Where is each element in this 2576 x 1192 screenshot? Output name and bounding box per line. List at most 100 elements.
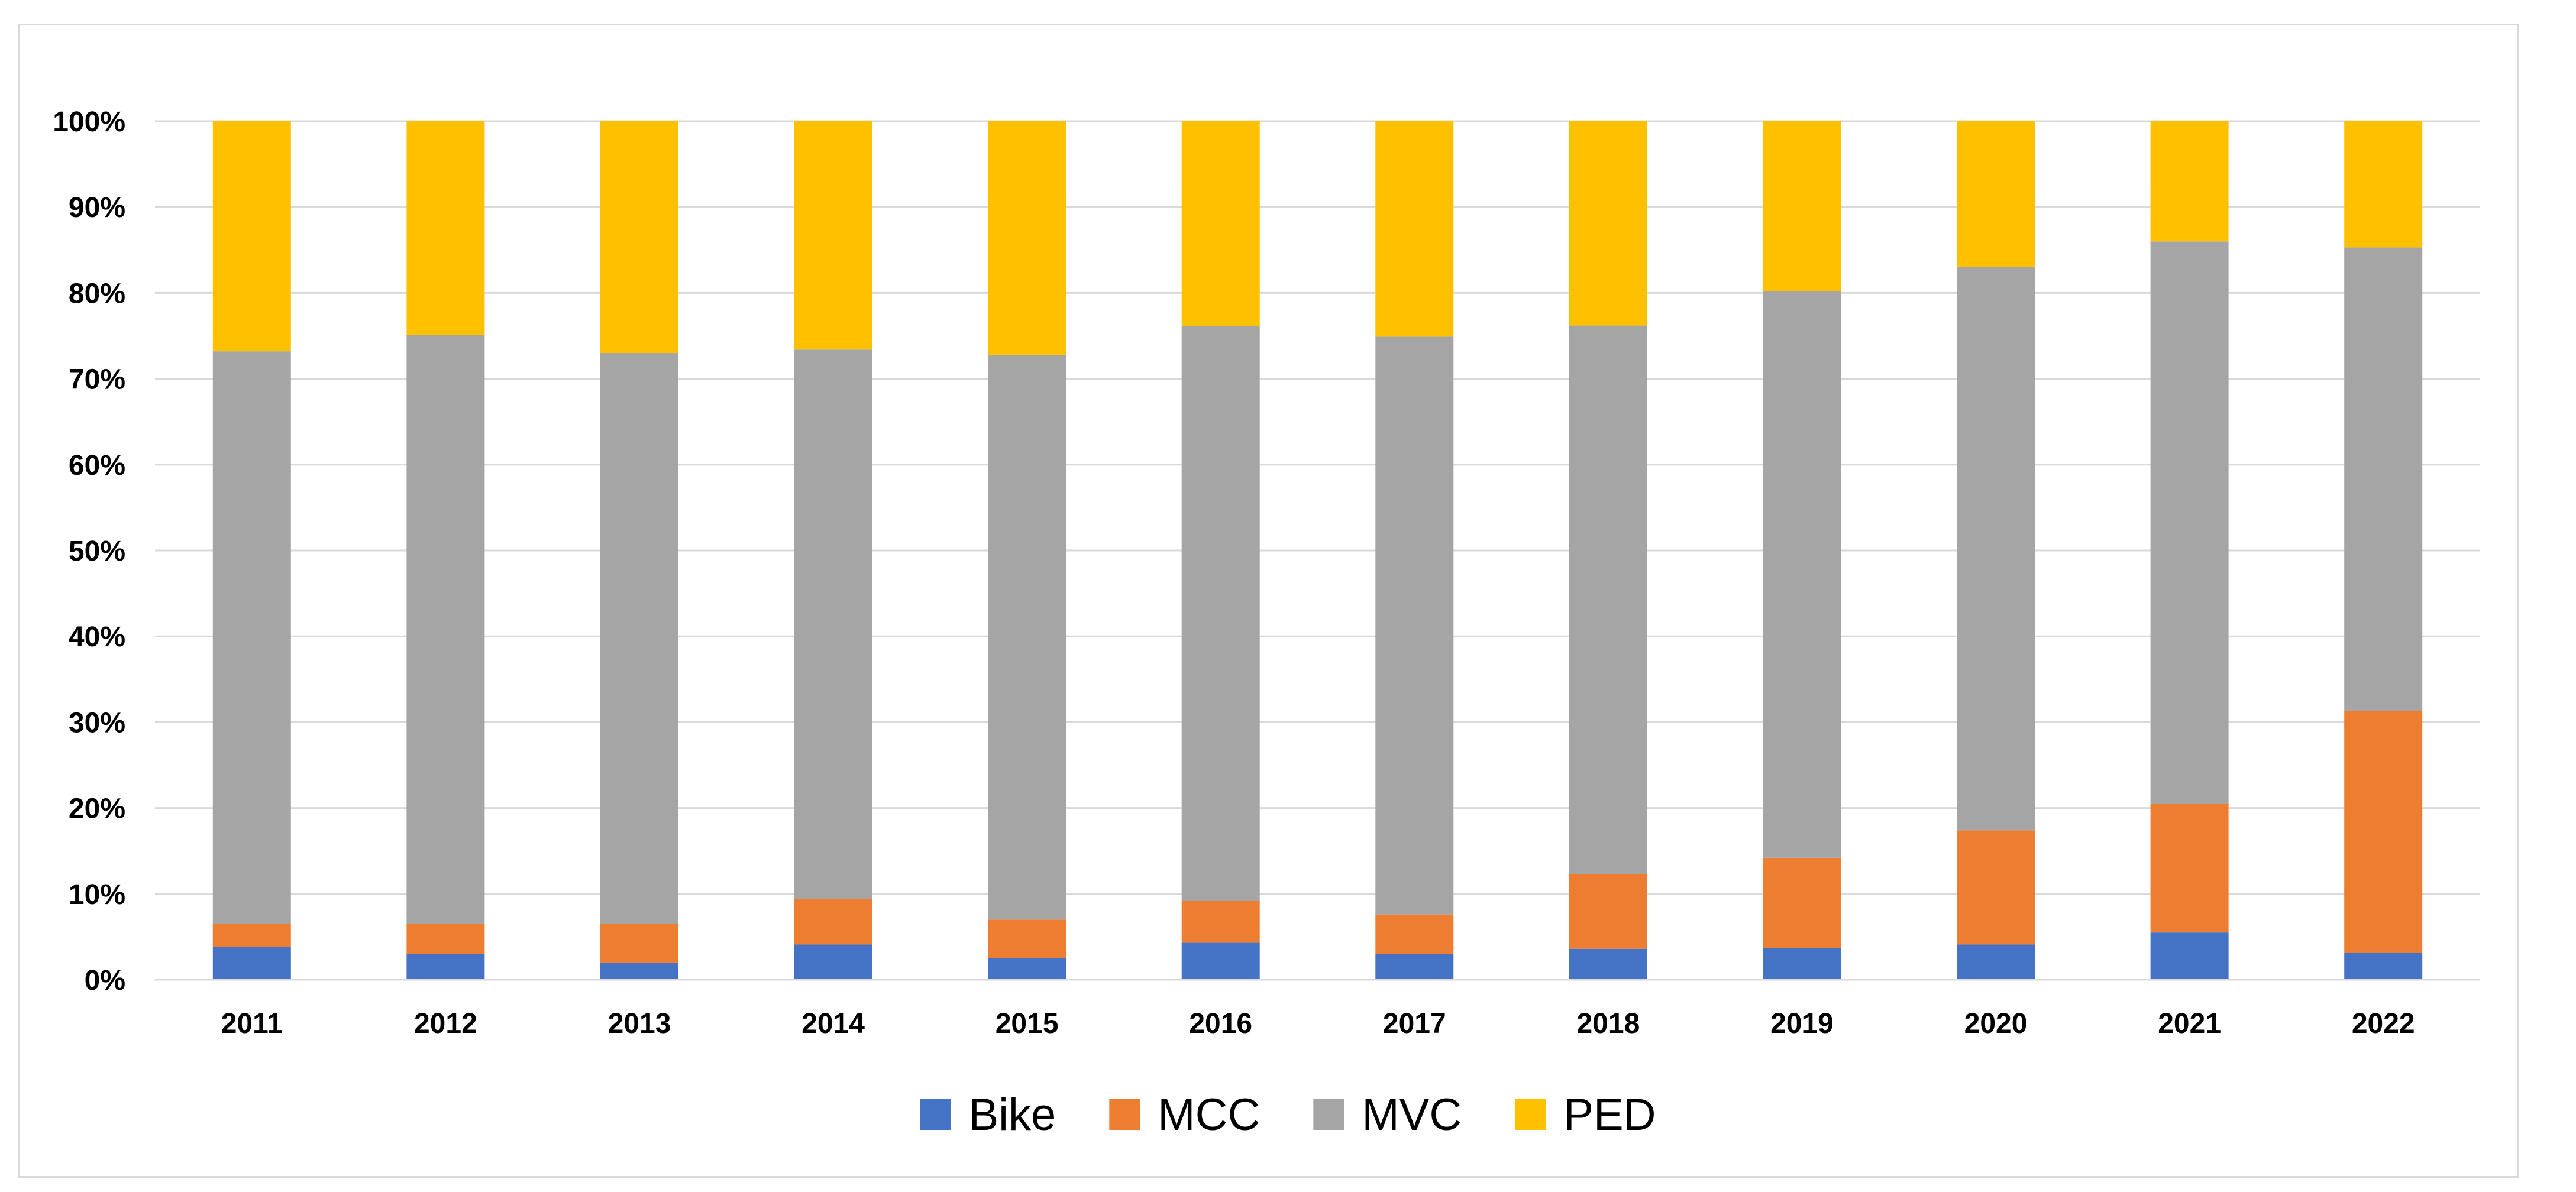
bar-mvc-2011 bbox=[212, 351, 291, 924]
bar-ped-2020 bbox=[1957, 121, 2035, 267]
bar-bike-2019 bbox=[1763, 948, 1841, 980]
bar-mcc-2019 bbox=[1763, 857, 1841, 948]
y-tick-label: 30% bbox=[69, 707, 125, 738]
y-tick-label: 50% bbox=[69, 536, 125, 567]
bar-ped-2013 bbox=[600, 121, 678, 354]
bar-stack-2014 bbox=[794, 121, 872, 980]
bar-mcc-2018 bbox=[1569, 874, 1647, 949]
legend-item-mcc: MCC bbox=[1109, 1090, 1260, 1140]
y-tick-label: 70% bbox=[69, 364, 125, 396]
bar-ped-2021 bbox=[2150, 121, 2229, 242]
bar-bike-2022 bbox=[2344, 953, 2423, 980]
y-tick-label: 20% bbox=[69, 793, 125, 825]
y-tick-label: 40% bbox=[69, 621, 125, 653]
bar-mcc-2011 bbox=[212, 924, 291, 947]
bar-ped-2022 bbox=[2344, 121, 2423, 248]
bar-stack-2020 bbox=[1957, 121, 2035, 980]
bar-mcc-2013 bbox=[600, 924, 678, 963]
y-tick-label: 0% bbox=[85, 965, 125, 996]
legend-item-mvc: MVC bbox=[1313, 1090, 1462, 1140]
bar-mvc-2018 bbox=[1569, 325, 1647, 874]
legend-swatch bbox=[1109, 1099, 1140, 1130]
legend-label: PED bbox=[1563, 1090, 1656, 1140]
legend-item-ped: PED bbox=[1515, 1090, 1656, 1140]
bar-mvc-2021 bbox=[2150, 241, 2229, 804]
bar-mvc-2017 bbox=[1375, 336, 1454, 915]
bar-mvc-2022 bbox=[2344, 247, 2423, 711]
bar-stack-2013 bbox=[600, 121, 678, 980]
bar-bike-2011 bbox=[212, 947, 291, 980]
bar-bike-2015 bbox=[988, 958, 1066, 980]
x-axis: 2011 2012 2013 2014 2015 2016 2017 2018 2019 2020… bbox=[155, 979, 2480, 1039]
bar-mcc-2020 bbox=[1957, 830, 2035, 945]
bar-mvc-2013 bbox=[600, 353, 678, 924]
bar-ped-2018 bbox=[1569, 121, 1647, 326]
legend-item-bike: Bike bbox=[920, 1090, 1056, 1140]
gridlines bbox=[155, 120, 2480, 981]
bar-ped-2016 bbox=[1181, 121, 1260, 327]
bar-mvc-2019 bbox=[1763, 291, 1841, 858]
bar-mcc-2017 bbox=[1375, 914, 1454, 954]
bar-bike-2013 bbox=[600, 962, 678, 980]
x-tick-label: 2016 bbox=[1189, 1008, 1252, 1039]
bars bbox=[212, 121, 2423, 980]
bar-bike-2014 bbox=[794, 944, 872, 980]
legend-label: Bike bbox=[968, 1090, 1056, 1140]
bar-mvc-2016 bbox=[1181, 326, 1260, 901]
bar-stack-2012 bbox=[406, 121, 485, 980]
bar-mvc-2020 bbox=[1957, 267, 2035, 831]
y-tick-label: 60% bbox=[69, 450, 125, 481]
bar-mcc-2021 bbox=[2150, 804, 2229, 933]
bar-stack-2015 bbox=[988, 121, 1066, 980]
legend-label: MCC bbox=[1158, 1090, 1260, 1140]
bar-bike-2018 bbox=[1569, 948, 1647, 980]
bar-mcc-2012 bbox=[406, 924, 485, 954]
bar-bike-2017 bbox=[1375, 954, 1454, 980]
bar-ped-2015 bbox=[988, 121, 1066, 355]
bar-bike-2020 bbox=[1957, 944, 2035, 980]
bar-ped-2019 bbox=[1763, 121, 1841, 291]
bar-mcc-2015 bbox=[988, 919, 1066, 958]
x-tick-label: 2020 bbox=[1964, 1008, 2028, 1039]
bar-ped-2017 bbox=[1375, 121, 1454, 337]
bar-stack-2021 bbox=[2150, 121, 2229, 980]
bar-mvc-2015 bbox=[988, 354, 1066, 920]
bar-bike-2016 bbox=[1181, 942, 1260, 980]
bar-mvc-2014 bbox=[794, 349, 872, 899]
bar-stack-2017 bbox=[1375, 121, 1454, 980]
legend-swatch bbox=[1515, 1099, 1546, 1130]
bar-stack-2011 bbox=[212, 121, 291, 980]
bar-mcc-2014 bbox=[794, 899, 872, 945]
bar-ped-2012 bbox=[406, 121, 485, 335]
x-tick-label: 2018 bbox=[1576, 1008, 1640, 1039]
x-tick-label: 2019 bbox=[1770, 1008, 1834, 1039]
bar-stack-2019 bbox=[1763, 121, 1841, 980]
bar-mcc-2022 bbox=[2344, 711, 2423, 953]
legend: Bike MCC MVC PED bbox=[920, 1090, 1656, 1140]
bar-bike-2012 bbox=[406, 954, 485, 980]
bar-ped-2011 bbox=[212, 121, 291, 352]
bar-stack-2022 bbox=[2344, 121, 2423, 980]
y-tick-label: 10% bbox=[69, 879, 125, 911]
bar-mcc-2016 bbox=[1181, 901, 1260, 943]
y-axis: 0% 10% 20% 30% 40% 50% 60% 70% 80% 90% 100% bbox=[53, 106, 125, 996]
y-tick-label: 90% bbox=[69, 192, 125, 224]
x-tick-label: 2011 bbox=[221, 1008, 283, 1039]
bar-ped-2014 bbox=[794, 121, 872, 350]
bar-stack-2018 bbox=[1569, 121, 1647, 980]
x-tick-label: 2015 bbox=[996, 1008, 1059, 1039]
x-tick-label: 2012 bbox=[414, 1008, 477, 1039]
legend-label: MVC bbox=[1362, 1090, 1462, 1140]
y-tick-label: 100% bbox=[53, 106, 125, 138]
legend-swatch bbox=[1313, 1099, 1344, 1130]
bar-bike-2021 bbox=[2150, 932, 2229, 980]
y-tick-label: 80% bbox=[69, 278, 125, 309]
x-tick-label: 2021 bbox=[2158, 1008, 2221, 1039]
legend-swatch bbox=[920, 1099, 951, 1130]
x-tick-label: 2017 bbox=[1383, 1008, 1446, 1039]
x-tick-label: 2013 bbox=[608, 1008, 671, 1039]
x-tick-label: 2022 bbox=[2352, 1008, 2415, 1039]
bar-mvc-2012 bbox=[406, 335, 485, 924]
x-tick-label: 2014 bbox=[801, 1008, 865, 1039]
